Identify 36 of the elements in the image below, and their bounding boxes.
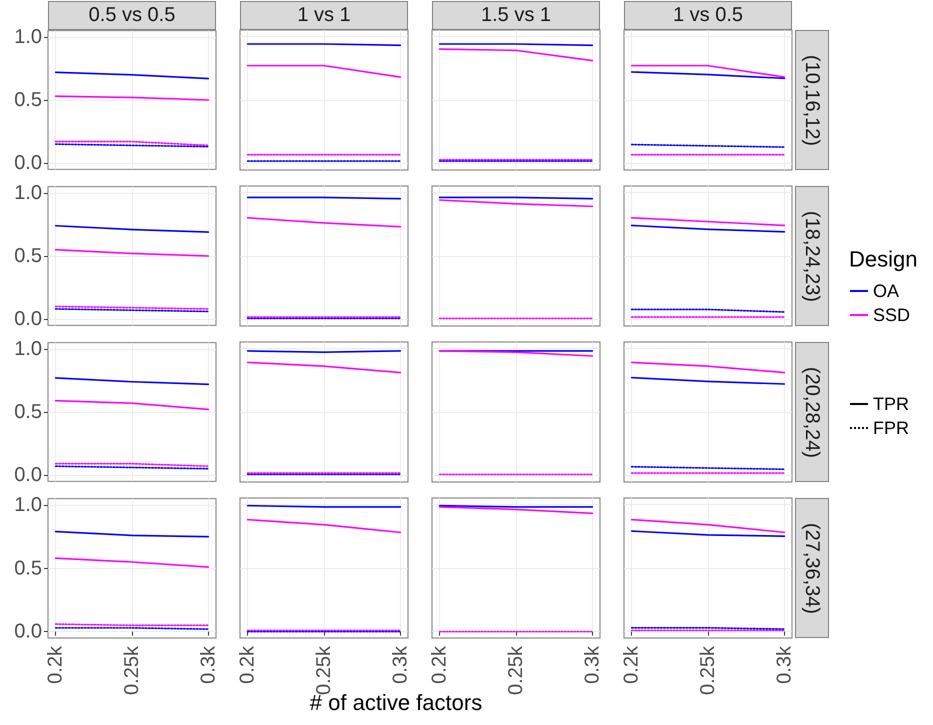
text: (10,16,12) xyxy=(800,54,824,146)
x-tick-label: 0.3k xyxy=(773,645,796,684)
x-tick-label: 0.2k xyxy=(428,645,451,684)
legend-title: Design xyxy=(849,246,918,272)
x-tick-label: 0.25k xyxy=(505,645,527,695)
text: (18,24,23) xyxy=(800,210,824,302)
y-tick-label: 0.0 xyxy=(14,152,42,174)
x-tick-label: 0.3k xyxy=(197,645,220,684)
x-tick-label: 0.25k xyxy=(697,645,719,695)
y-tick-label: 1.0 xyxy=(14,26,42,48)
x-tick-label: 0.2k xyxy=(620,645,643,684)
y-tick-label: 0.5 xyxy=(14,401,42,423)
legend-label: SSD xyxy=(873,305,910,325)
y-tick-label: 1.0 xyxy=(14,182,42,204)
y-tick-label: 0.0 xyxy=(14,620,42,643)
chart-title: 1 vs 1 xyxy=(240,1,408,30)
y-tick-label: 1.0 xyxy=(14,338,42,360)
y-tick-label: 0.5 xyxy=(14,245,42,267)
legend-label: OA xyxy=(873,281,900,301)
y-tick-label: 0.0 xyxy=(14,464,42,486)
chart-title: 0.5 vs 0.5 xyxy=(48,1,216,30)
x-tick-label: 0.2k xyxy=(44,645,67,684)
legend-label: TPR xyxy=(873,394,909,414)
text: (20,28,24) xyxy=(800,366,824,458)
x-tick-label: 0.2k xyxy=(236,645,259,684)
x-tick-label: 0.25k xyxy=(121,645,143,695)
y-tick-label: 1.0 xyxy=(14,494,42,516)
text: (27,36,34) xyxy=(800,522,824,614)
x-tick-label: 0.3k xyxy=(389,645,412,684)
x-tick-label: 0.3k xyxy=(581,645,604,684)
y-tick-label: 0.5 xyxy=(14,557,42,580)
y-tick-label: 0.5 xyxy=(14,89,42,111)
chart-title: 1.5 vs 1 xyxy=(432,1,600,30)
y-tick-label: 0.0 xyxy=(14,308,42,330)
legend-label: FPR xyxy=(873,418,909,438)
chart-title: 1 vs 0.5 xyxy=(624,1,792,30)
